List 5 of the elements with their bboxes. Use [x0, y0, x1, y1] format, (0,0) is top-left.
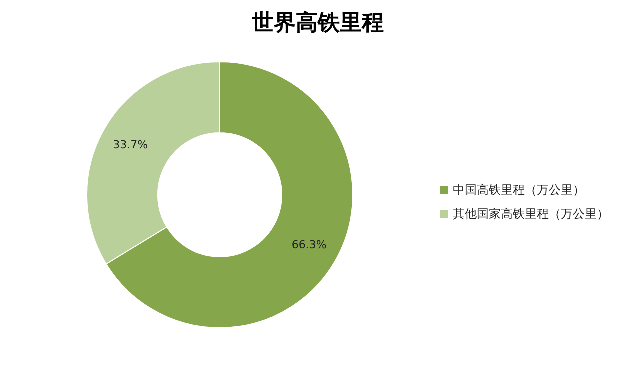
- data-label: 66.3%: [292, 238, 327, 252]
- chart-title: 世界高铁里程: [251, 9, 385, 38]
- legend-label: 其他国家高铁里程（万公里）: [453, 206, 609, 222]
- legend-label: 中国高铁里程（万公里）: [453, 182, 585, 198]
- data-label: 33.7%: [113, 138, 148, 152]
